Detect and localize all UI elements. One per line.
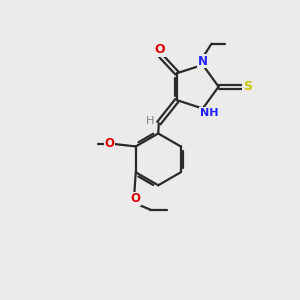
Text: S: S [243, 80, 252, 93]
Text: O: O [155, 43, 165, 56]
Text: O: O [130, 192, 140, 205]
Text: NH: NH [200, 108, 218, 118]
Text: H: H [146, 116, 155, 126]
Text: O: O [104, 137, 114, 150]
Text: N: N [198, 55, 208, 68]
